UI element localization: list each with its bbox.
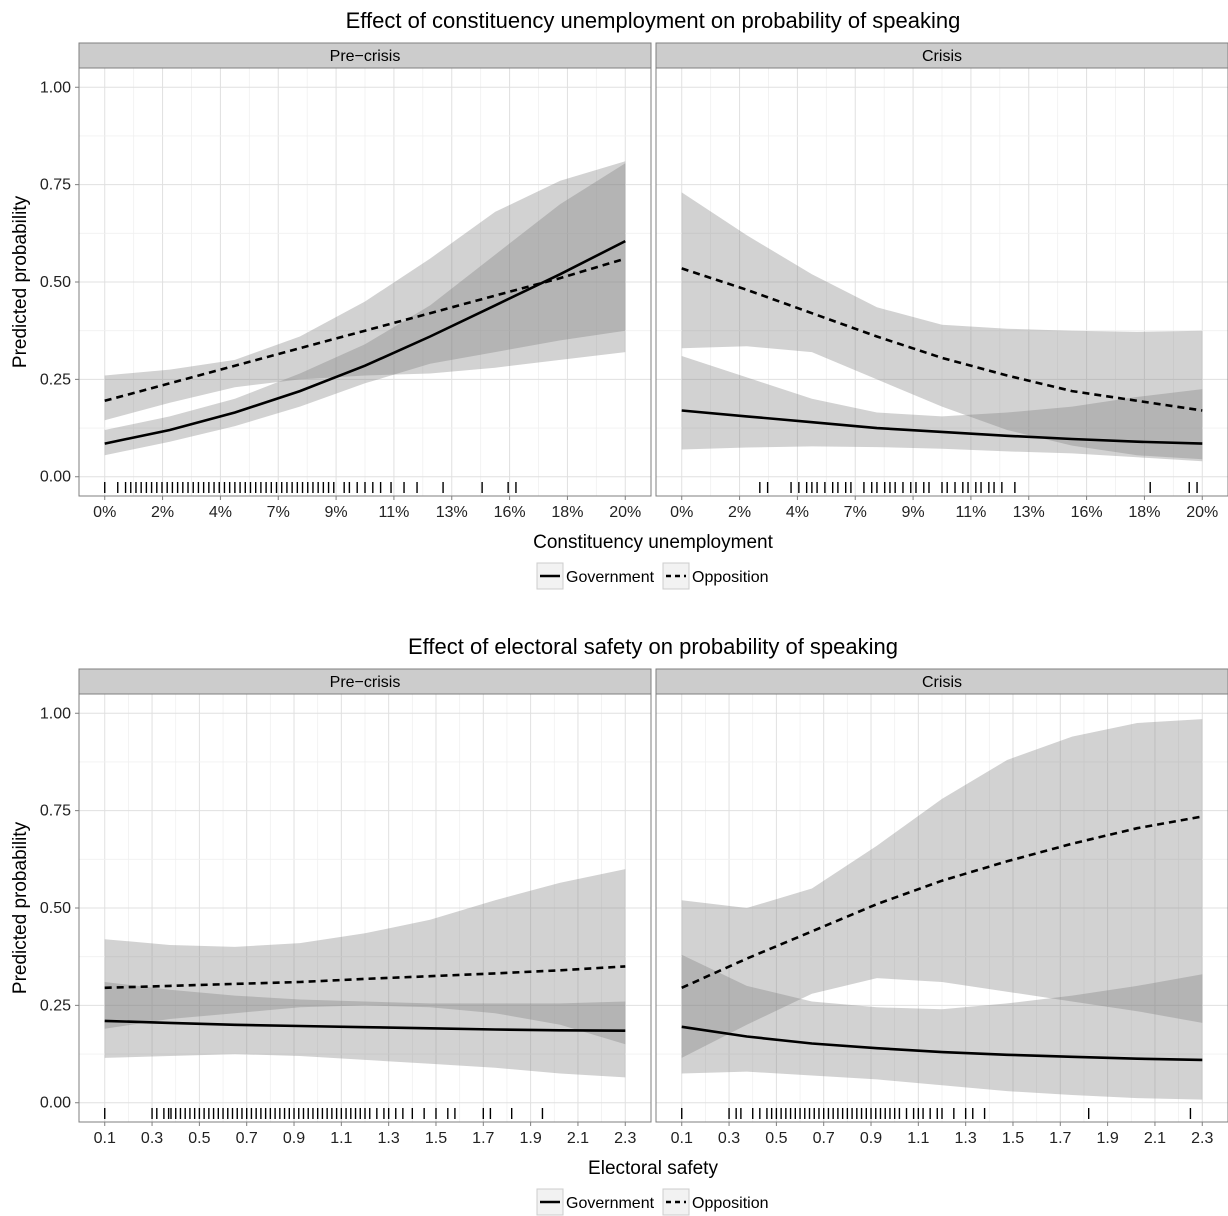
y-tick-label: 0.00 — [40, 469, 71, 486]
facet-strip — [78, 668, 652, 695]
x-tick-label: 20% — [1186, 504, 1218, 521]
x-tick-label: 1.3 — [378, 1130, 400, 1147]
series-line-government — [681, 1025, 1203, 1062]
x-tick-label: 20% — [609, 504, 641, 521]
panel-border — [655, 67, 1228, 497]
x-tick-label: 0.9 — [860, 1130, 882, 1147]
x-tick-label: 2.1 — [567, 1130, 589, 1147]
x-tick-label: 1.1 — [330, 1130, 352, 1147]
facet-strip-label: Crisis — [922, 48, 962, 65]
legend: Government Opposition — [536, 562, 769, 590]
panel-crisis: Crisis 0.1 0.3 0.5 0.7 0.9 1.1 1.3 1.5 1.7 1.9 2.1 2… — [655, 668, 1228, 1147]
series-line-opposition — [681, 815, 1203, 989]
panel-border — [655, 693, 1228, 1123]
legend-label: Government — [566, 1195, 655, 1212]
chart-1: Effect of constituency unemployment on p… — [10, 8, 1228, 590]
y-tick-label: 0.00 — [40, 1095, 71, 1112]
x-tick-label: 0.1 — [94, 1130, 116, 1147]
facet-strip — [655, 42, 1228, 69]
x-tick-label: 0.7 — [236, 1130, 258, 1147]
y-tick-label: 0.75 — [40, 177, 71, 194]
y-tick-label: 1.00 — [40, 79, 71, 96]
x-tick-label: 1.5 — [1002, 1130, 1024, 1147]
x-tick-label: 18% — [1128, 504, 1160, 521]
legend-label: Opposition — [692, 1195, 769, 1212]
y-tick-label: 0.25 — [40, 371, 71, 388]
facet-strip — [655, 668, 1228, 695]
x-tick-label: 0% — [670, 504, 693, 521]
x-tick-label: 13% — [1013, 504, 1045, 521]
panel-crisis: Crisis 0% 2% 4% 7% 9% 11% 13% 16% 18% 20% — [655, 42, 1228, 521]
x-tick-label: 1.5 — [425, 1130, 447, 1147]
chart-2: Effect of electoral safety on probabilit… — [10, 634, 1228, 1216]
x-tick-label: 9% — [902, 504, 925, 521]
confidence-band-opposition — [681, 719, 1203, 1058]
x-tick-label: 11% — [378, 504, 409, 521]
y-axis-title: Predicted probability — [10, 195, 31, 368]
y-tick-label: 0.50 — [40, 274, 71, 291]
series-line-opposition — [104, 257, 626, 403]
chart-title: Effect of electoral safety on probabilit… — [408, 634, 898, 659]
x-axis-title: Constituency unemployment — [533, 532, 773, 553]
series-line-government — [681, 409, 1203, 445]
x-tick-label: 0.1 — [671, 1130, 693, 1147]
x-tick-label: 0.3 — [141, 1130, 163, 1147]
x-axis-title: Electoral safety — [588, 1158, 718, 1179]
legend-label: Government — [566, 569, 655, 586]
x-tick-label: 0.5 — [188, 1130, 210, 1147]
x-tick-label: 2.1 — [1144, 1130, 1166, 1147]
confidence-band-government — [104, 163, 626, 456]
x-tick-label: 1.9 — [519, 1130, 541, 1147]
x-tick-label: 4% — [786, 504, 809, 521]
facet-strip-label: Pre−crisis — [330, 48, 401, 65]
x-tick-label: 0% — [93, 504, 116, 521]
x-tick-label: 1.3 — [955, 1130, 977, 1147]
legend-label: Opposition — [692, 569, 769, 586]
confidence-band-government — [681, 356, 1203, 462]
x-tick-label: 7% — [267, 504, 290, 521]
x-tick-label: 0.9 — [283, 1130, 305, 1147]
confidence-band-government — [104, 982, 626, 1078]
x-tick-label: 9% — [325, 504, 348, 521]
y-tick-label: 1.00 — [40, 705, 71, 722]
legend: Government Opposition — [536, 1188, 769, 1216]
x-tick-label: 0.5 — [765, 1130, 787, 1147]
facet-strip-label: Pre−crisis — [330, 674, 401, 691]
confidence-band-government — [681, 954, 1203, 1100]
y-tick-label: 0.25 — [40, 997, 71, 1014]
y-axis-title: Predicted probability — [10, 821, 31, 994]
x-tick-label: 16% — [1071, 504, 1103, 521]
x-tick-label: 13% — [436, 504, 468, 521]
series-line-opposition — [104, 965, 626, 990]
x-tick-label: 2% — [151, 504, 174, 521]
confidence-band-opposition — [104, 869, 626, 1045]
x-tick-label: 1.1 — [907, 1130, 929, 1147]
facet-strip-label: Crisis — [922, 674, 962, 691]
x-tick-label: 1.7 — [1049, 1130, 1071, 1147]
confidence-band-opposition — [681, 192, 1203, 460]
y-tick-label: 0.50 — [40, 900, 71, 917]
x-tick-label: 4% — [209, 504, 232, 521]
x-tick-label: 1.7 — [472, 1130, 494, 1147]
x-tick-label: 0.7 — [813, 1130, 835, 1147]
x-tick-label: 11% — [955, 504, 986, 521]
x-tick-label: 2% — [728, 504, 751, 521]
confidence-band-opposition — [104, 161, 626, 421]
x-tick-label: 16% — [494, 504, 526, 521]
series-line-government — [104, 1019, 626, 1032]
x-tick-label: 7% — [844, 504, 867, 521]
x-tick-label: 2.3 — [1191, 1130, 1213, 1147]
y-tick-label: 0.75 — [40, 803, 71, 820]
facet-strip — [78, 42, 652, 69]
x-tick-label: 2.3 — [614, 1130, 636, 1147]
x-tick-label: 1.9 — [1096, 1130, 1118, 1147]
panel-pre-crisis: Pre−crisis 0.1 0.3 0.5 0.7 0.9 1.1 1.3 1.5 1.7 1.9… — [40, 668, 652, 1147]
x-tick-label: 0.3 — [718, 1130, 740, 1147]
panel-pre-crisis: Pre−crisis 0% 2% 4% 7% 9% 11% 13% 16% 18% 20% 0.00 0… — [40, 42, 652, 521]
chart-title: Effect of constituency unemployment on p… — [346, 8, 961, 33]
x-tick-label: 18% — [551, 504, 583, 521]
